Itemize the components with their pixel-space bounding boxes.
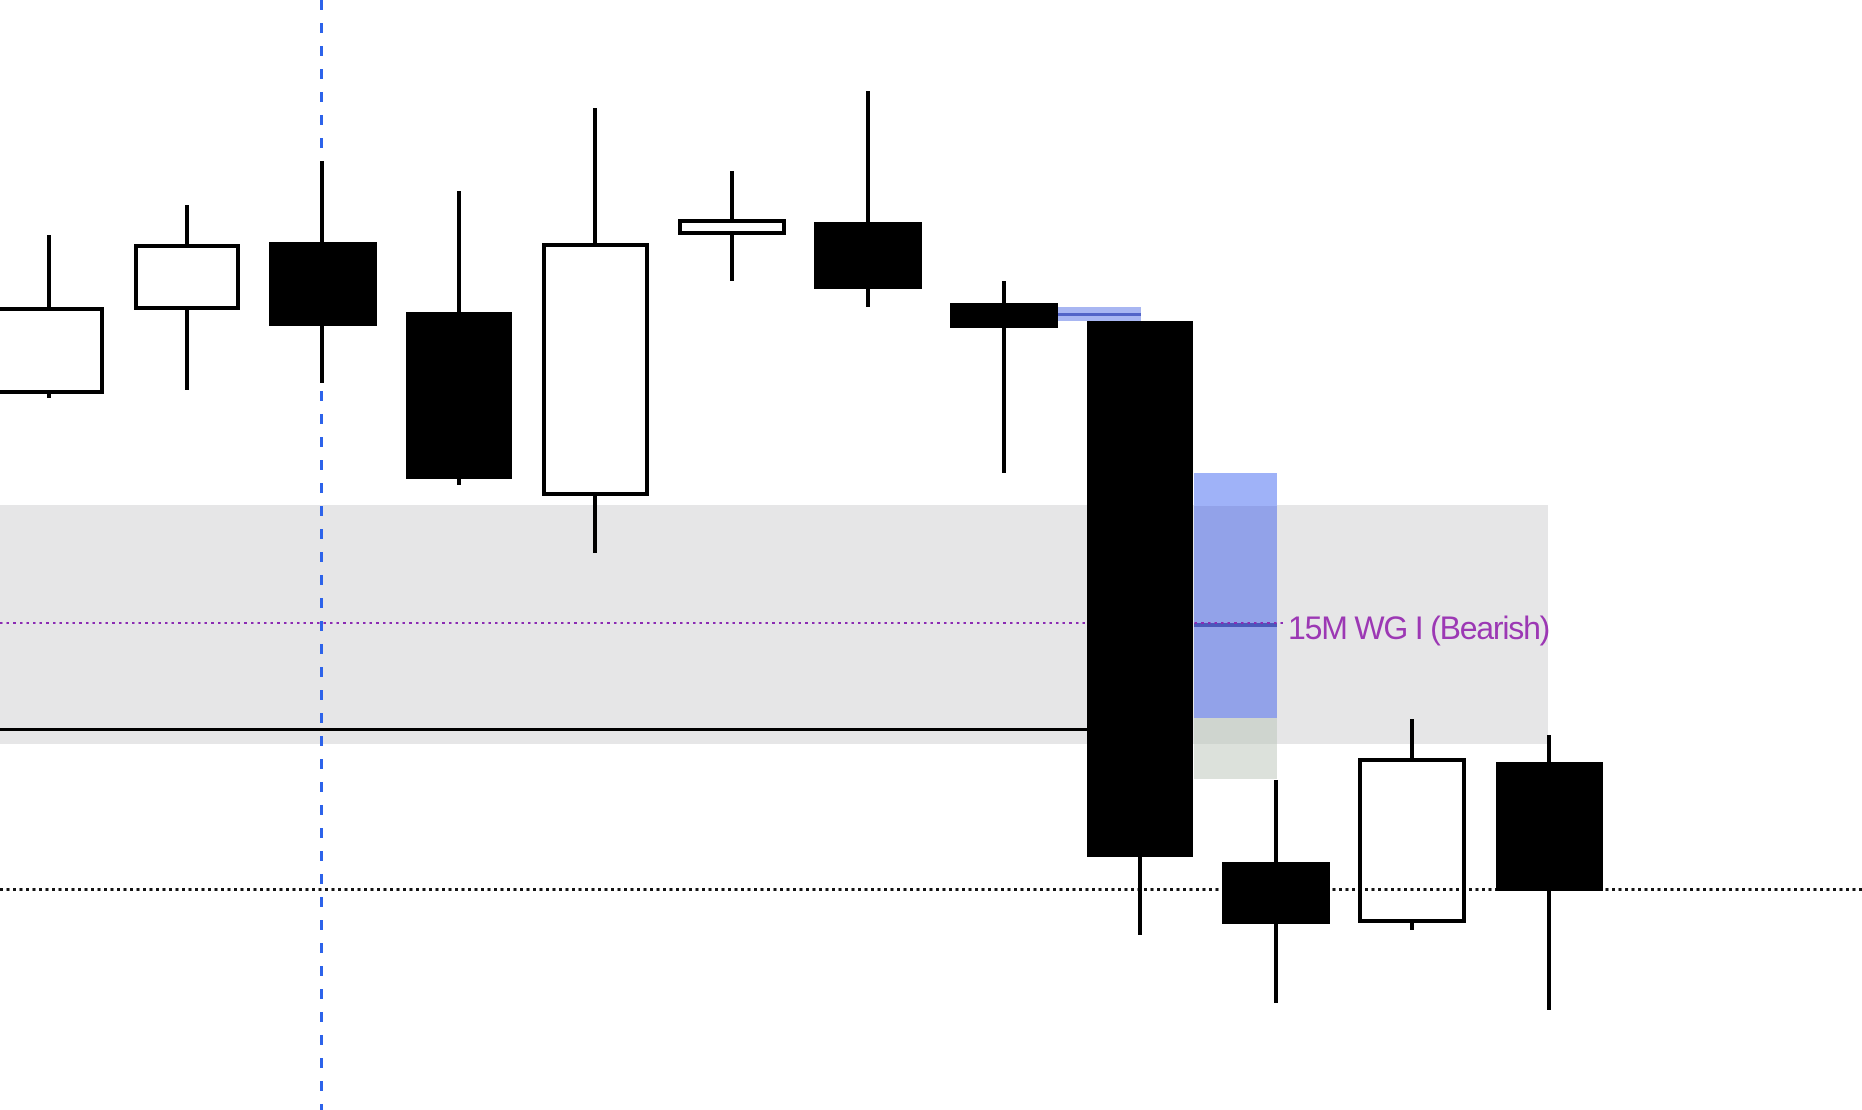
candle-2-body: [134, 244, 240, 310]
entry-bar-line: [1058, 312, 1141, 316]
candle-10-lower-wick: [1274, 924, 1278, 1003]
gray-band: [0, 505, 1548, 744]
candle-1-lower-wick: [47, 394, 51, 398]
candle-6-body: [678, 219, 786, 235]
candle-9-body: [1087, 321, 1193, 857]
candle-5-lower-wick: [593, 496, 597, 553]
candle-5-upper-wick: [593, 108, 597, 243]
candle-6-lower-wick: [730, 235, 734, 281]
candle-1-body: [0, 307, 104, 394]
candle-7-body: [814, 222, 922, 289]
wick-gap-zone-upper: [1194, 473, 1277, 506]
candle-4-upper-wick: [457, 191, 461, 312]
candle-11-upper-wick: [1410, 719, 1414, 758]
candle-8-lower-wick: [1002, 328, 1006, 473]
mitigation-zone-upper: [1194, 718, 1277, 744]
zone-mid-solid-line: [1194, 623, 1277, 627]
candle-3-upper-wick: [320, 161, 324, 242]
price-dotted-line: [0, 888, 1862, 891]
candle-1-upper-wick: [47, 235, 51, 307]
candle-4-body: [406, 312, 512, 479]
candle-10-upper-wick: [1274, 780, 1278, 862]
candle-4-lower-wick: [457, 479, 461, 485]
candle-11-lower-wick: [1410, 923, 1414, 930]
candle-12-body: [1496, 762, 1603, 891]
candle-12-upper-wick: [1547, 735, 1551, 762]
candle-6-upper-wick: [730, 171, 734, 219]
candle-10-body: [1222, 862, 1330, 924]
zone-mid-dotted-line: [0, 621, 1286, 625]
candle-5-body: [542, 243, 649, 496]
mitigation-zone-lower: [1194, 744, 1277, 779]
candle-7-lower-wick: [866, 289, 870, 307]
candle-2-lower-wick: [185, 310, 189, 390]
candle-8-body: [950, 303, 1058, 328]
candle-3-body: [269, 242, 377, 326]
anchor-dashed-vline: [320, 0, 323, 1110]
candle-8-upper-wick: [1002, 281, 1006, 303]
candle-7-upper-wick: [866, 91, 870, 222]
wick-gap-zone-lower: [1194, 506, 1277, 718]
breaker-solid-line: [0, 728, 1090, 732]
candle-2-upper-wick: [185, 205, 189, 244]
candle-3-lower-wick: [320, 326, 324, 383]
wick-gap-zone-label: 15M WG I (Bearish): [1288, 609, 1550, 646]
candle-12-lower-wick: [1547, 891, 1551, 1010]
candle-9-lower-wick: [1138, 857, 1142, 935]
candle-11-body: [1358, 758, 1466, 923]
